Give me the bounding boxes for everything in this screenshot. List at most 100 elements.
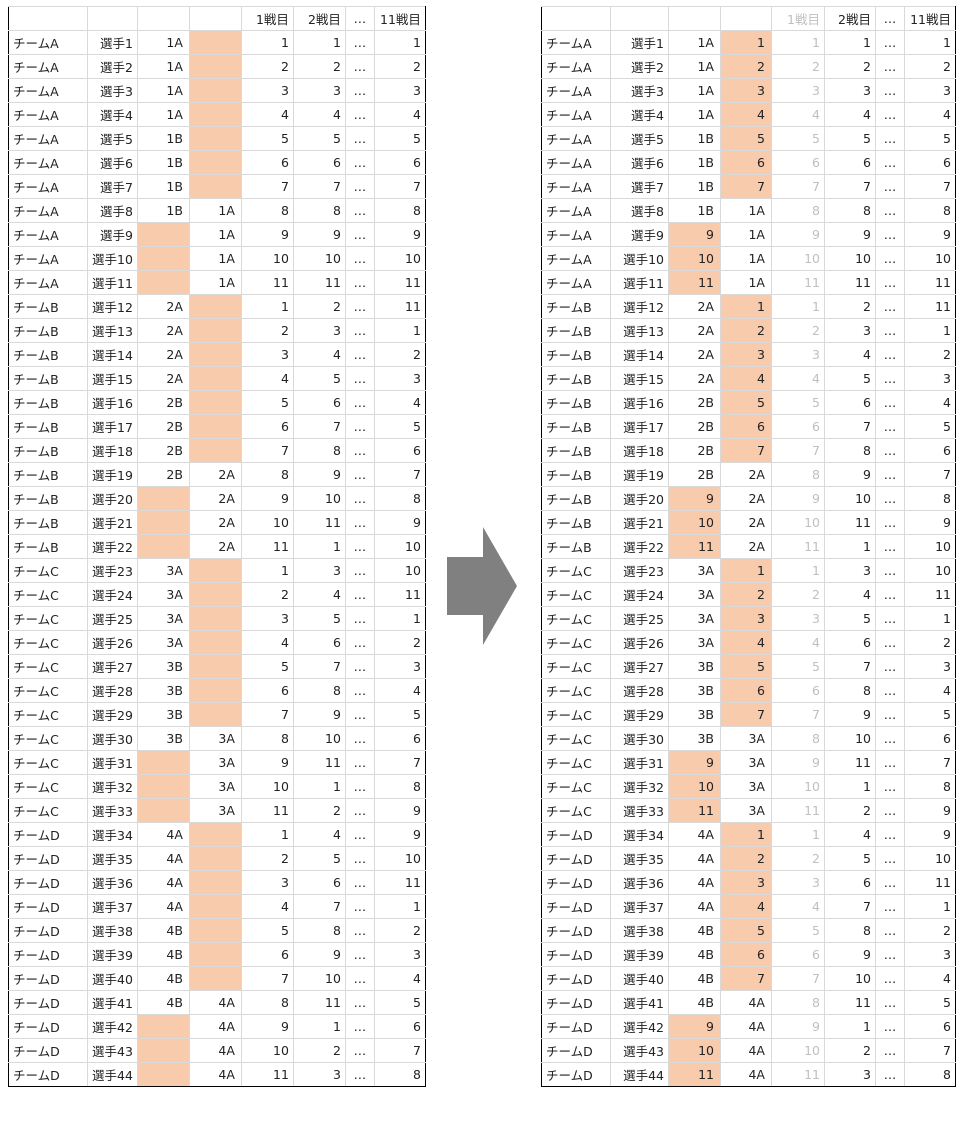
table-row: チームD 選手40 4B 7 7 10… 4 xyxy=(541,966,956,991)
group-b-cell: 4 xyxy=(720,102,772,127)
battle-2-cell: 2 xyxy=(824,294,876,319)
battle-2-cell: 1 xyxy=(292,774,346,799)
table-row: チームB 選手20 9 2A 9 10… 8 xyxy=(541,486,956,511)
ellipsis-cell: … xyxy=(344,390,375,415)
group-b-cell: 2A xyxy=(188,534,242,559)
battle-11-cell: 7 xyxy=(373,462,426,487)
table-row: チームD 選手34 4A 1 4… 9 xyxy=(8,822,426,847)
player-name-cell: 選手35 xyxy=(610,846,669,871)
table-row: チームA 選手7 1B 7 7 7… 7 xyxy=(541,174,956,199)
group-b-cell xyxy=(188,366,242,391)
battle-2-cell: 11 xyxy=(824,750,876,775)
group-a-cell: 3A xyxy=(136,630,190,655)
battle-11-cell: 6 xyxy=(373,1014,426,1039)
battle-1-cell: 7 xyxy=(240,702,294,727)
battle-2-cell: 3 xyxy=(824,558,876,583)
table-row: チームB 選手17 2B 6 7… 5 xyxy=(8,414,426,439)
ellipsis-cell: … xyxy=(344,270,375,295)
team-name-cell: チームD xyxy=(541,894,611,919)
battle-1-cell: 9 xyxy=(240,486,294,511)
player-name-cell: 選手15 xyxy=(610,366,669,391)
battle-11-cell: 11 xyxy=(373,582,426,607)
battle-1-cell: 8 xyxy=(771,462,825,487)
team-name-cell: チームA xyxy=(8,78,88,103)
table-row: チームA 選手2 1A 2 2 2… 2 xyxy=(541,54,956,79)
group-a-cell: 10 xyxy=(668,246,721,271)
battle-1-cell: 6 xyxy=(771,150,825,175)
ellipsis-cell: … xyxy=(875,774,905,799)
ellipsis-cell: … xyxy=(344,534,375,559)
table-row: チームD 選手41 4B 4A 8 11… 5 xyxy=(8,990,426,1015)
player-name-cell: 選手18 xyxy=(610,438,669,463)
battle-1-cell: 3 xyxy=(771,342,825,367)
ellipsis-cell: … xyxy=(344,990,375,1015)
player-name-cell: 選手3 xyxy=(610,78,669,103)
player-name-cell: 選手1 xyxy=(610,30,669,55)
group-b-cell: 3A xyxy=(720,726,772,751)
table-row: チームA 選手11 11 1A 11 11… 11 xyxy=(541,270,956,295)
player-name-cell: 選手43 xyxy=(610,1038,669,1063)
player-name-cell: 選手37 xyxy=(87,894,138,919)
battle-2-cell: 9 xyxy=(292,702,346,727)
header-empty xyxy=(136,6,190,31)
group-b-cell: 3 xyxy=(720,78,772,103)
ellipsis-cell: … xyxy=(344,462,375,487)
battle-1-cell: 7 xyxy=(240,438,294,463)
team-name-cell: チームC xyxy=(541,774,611,799)
table-row: チームC 選手30 3B 3A 8 10… 6 xyxy=(541,726,956,751)
group-a-cell: 3A xyxy=(668,606,721,631)
battle-11-cell: 2 xyxy=(904,342,956,367)
group-b-cell: 6 xyxy=(720,942,772,967)
battle-2-cell: 2 xyxy=(824,54,876,79)
group-a-cell: 2B xyxy=(668,414,721,439)
table-row: チームA 選手1 1A 1 1… 1 xyxy=(8,30,426,55)
battle-2-cell: 4 xyxy=(292,342,346,367)
player-name-cell: 選手34 xyxy=(87,822,138,847)
battle-2-cell: 8 xyxy=(824,438,876,463)
group-a-cell xyxy=(136,750,190,775)
group-a-cell: 3B xyxy=(668,726,721,751)
ellipsis-cell: … xyxy=(344,102,375,127)
group-a-cell: 1B xyxy=(136,150,190,175)
battle-2-cell: 5 xyxy=(292,366,346,391)
group-a-cell: 3A xyxy=(136,558,190,583)
ellipsis-cell: … xyxy=(344,654,375,679)
battle-1-cell: 5 xyxy=(771,126,825,151)
ellipsis-cell: … xyxy=(344,54,375,79)
ellipsis-cell: … xyxy=(875,918,905,943)
battle-1-cell: 10 xyxy=(240,1038,294,1063)
player-name-cell: 選手18 xyxy=(87,438,138,463)
team-name-cell: チームD xyxy=(8,942,88,967)
battle-11-cell: 2 xyxy=(373,54,426,79)
group-a-cell: 11 xyxy=(668,798,721,823)
player-name-cell: 選手44 xyxy=(87,1062,138,1087)
group-b-cell: 1A xyxy=(720,246,772,271)
table-row: チームC 選手32 10 3A 10 1… 8 xyxy=(541,774,956,799)
team-name-cell: チームA xyxy=(541,198,611,223)
ellipsis-cell: … xyxy=(344,198,375,223)
battle-1-cell: 8 xyxy=(240,726,294,751)
battle-11-cell: 8 xyxy=(373,198,426,223)
header-empty xyxy=(668,6,721,31)
team-name-cell: チームB xyxy=(8,342,88,367)
battle-1-cell: 1 xyxy=(771,558,825,583)
battle-2-cell: 8 xyxy=(824,198,876,223)
battle-11-cell: 8 xyxy=(373,1062,426,1087)
table-row: チームD 選手43 10 4A 10 2… 7 xyxy=(541,1038,956,1063)
group-a-cell: 3A xyxy=(668,558,721,583)
battle-11-cell: 10 xyxy=(904,246,956,271)
group-b-cell: 6 xyxy=(720,414,772,439)
battle-2-cell: 3 xyxy=(824,78,876,103)
ellipsis-cell: … xyxy=(344,774,375,799)
player-name-cell: 選手42 xyxy=(610,1014,669,1039)
group-a-cell: 1A xyxy=(668,54,721,79)
group-a-cell: 3B xyxy=(136,654,190,679)
group-b-cell: 3A xyxy=(188,726,242,751)
header-battle-2: 2戦目 xyxy=(292,6,346,31)
table-row: チームC 選手31 9 3A 9 11… 7 xyxy=(541,750,956,775)
battle-1-cell: 8 xyxy=(771,990,825,1015)
group-b-cell: 3 xyxy=(720,606,772,631)
ellipsis-cell: … xyxy=(344,606,375,631)
battle-11-cell: 10 xyxy=(373,558,426,583)
battle-2-cell: 5 xyxy=(824,126,876,151)
